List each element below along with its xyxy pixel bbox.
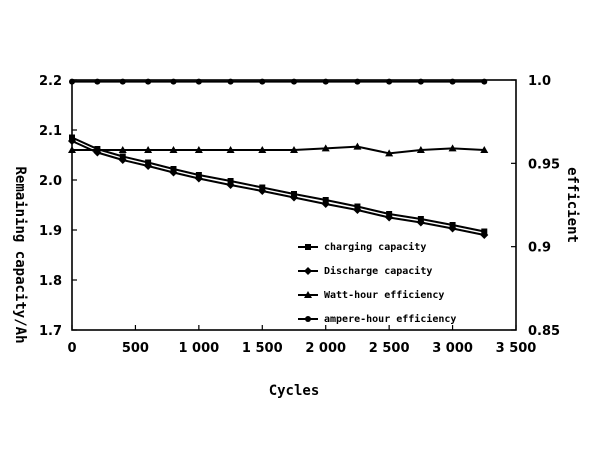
data-point [258, 187, 267, 195]
data-point [170, 78, 177, 85]
data-point [353, 142, 362, 150]
data-point [290, 146, 298, 153]
data-point [385, 149, 394, 157]
data-point [448, 224, 457, 233]
data-point [321, 200, 330, 208]
y-axis-left-title: Remaining capacity/Ah [12, 166, 28, 343]
y2-tick-label: 1.0 [528, 74, 551, 89]
legend-item: charging capacity [298, 241, 426, 253]
y-tick-label: 2.2 [39, 74, 62, 89]
data-point [226, 146, 235, 153]
data-point [169, 146, 178, 153]
y-tick-label: 1.9 [39, 224, 62, 239]
y-axis-right: 0.85 0.9 0.95 1.0 [511, 74, 560, 339]
legend-item: ampere-hour efficiency [298, 313, 456, 325]
x-tick-label: 3 500 [496, 341, 537, 356]
data-point [290, 193, 298, 202]
series-watt-hour-efficiency [68, 142, 489, 157]
data-point [416, 146, 425, 153]
x-tick-label: 0 [67, 341, 76, 356]
data-point [480, 231, 489, 239]
y-axis-right-title: efficient [564, 167, 580, 243]
data-point [195, 78, 202, 85]
data-point [194, 174, 203, 183]
data-point [449, 78, 456, 85]
series-discharge-capacity [68, 137, 489, 239]
plot-border [71, 79, 517, 331]
y2-tick-label: 0.85 [528, 324, 560, 339]
legend-label: Discharge capacity [324, 265, 432, 277]
data-point [118, 146, 127, 153]
legend-marker [304, 267, 312, 275]
data-point [354, 78, 361, 85]
y-tick-label: 2.0 [39, 174, 62, 189]
x-tick-label: 3 000 [432, 341, 473, 356]
legend-label: Watt-hour efficiency [324, 289, 444, 301]
x-tick-label: 2 000 [305, 341, 346, 356]
x-axis-title: Cycles [269, 383, 320, 399]
legend-marker [304, 291, 312, 298]
data-point [258, 146, 267, 153]
data-point [480, 146, 489, 153]
legend-marker [305, 316, 311, 322]
data-point [353, 206, 362, 214]
data-point [68, 146, 76, 153]
data-point [259, 78, 266, 85]
y-tick-label: 1.8 [39, 274, 62, 289]
data-point [417, 78, 424, 85]
x-tick-label: 1 500 [242, 341, 283, 356]
data-point [321, 144, 330, 152]
y2-tick-label: 0.95 [528, 157, 560, 172]
x-tick-label: 2 500 [369, 341, 410, 356]
plot-frame [71, 79, 517, 331]
legend-label: charging capacity [324, 241, 426, 253]
legend-item: Watt-hour efficiency [298, 289, 444, 301]
data-point [119, 78, 126, 85]
legend-item: Discharge capacity [298, 265, 432, 277]
data-point [194, 146, 203, 153]
data-point [448, 144, 457, 152]
data-point [169, 168, 178, 177]
x-axis: 0 500 1 000 1 500 2 000 2 500 3 000 3 500 [67, 325, 536, 356]
data-point [144, 146, 153, 153]
data-point [118, 156, 127, 164]
legend-marker [305, 244, 311, 250]
y2-tick-label: 0.9 [528, 241, 551, 256]
y-tick-label: 2.1 [39, 124, 62, 139]
data-point [144, 162, 153, 170]
series-ampere-hour-efficiency [69, 78, 488, 85]
data-point [68, 137, 76, 145]
data-point [145, 78, 152, 85]
data-point [94, 78, 101, 85]
x-tick-label: 1 000 [178, 341, 219, 356]
data-point [93, 146, 102, 153]
data-point [481, 78, 488, 85]
legend-label: ampere-hour efficiency [324, 313, 456, 325]
data-point [416, 218, 425, 227]
data-point [69, 78, 75, 85]
legend: charging capacity Discharge capacity Watt-… [298, 241, 456, 325]
data-point [227, 78, 234, 85]
data-point [226, 181, 235, 189]
data-point [322, 78, 329, 85]
y-tick-label: 1.7 [39, 324, 62, 339]
x-tick-label: 500 [122, 341, 149, 356]
y-axis-left: 1.7 1.8 1.9 2.0 2.1 2.2 [39, 74, 77, 339]
data-point [291, 78, 297, 85]
data-point [385, 213, 394, 222]
data-point [386, 78, 393, 85]
series-layer [68, 78, 489, 239]
